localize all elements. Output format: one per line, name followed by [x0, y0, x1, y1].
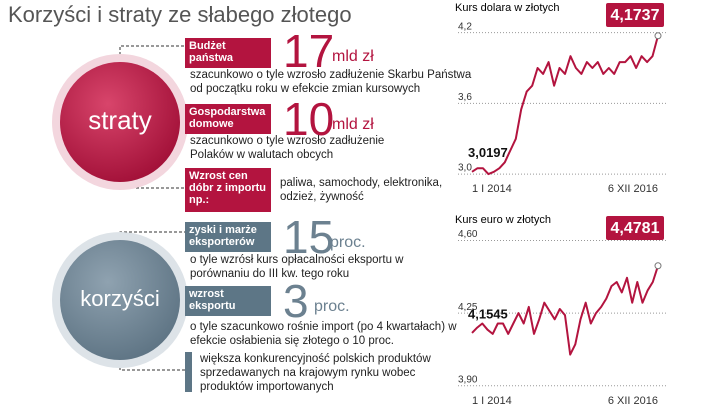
y-tick-label: 4,60	[458, 229, 478, 240]
tag: Gospodarstwa domowe	[185, 104, 271, 134]
tag: wzrost eksportu	[185, 286, 271, 316]
chart-title: Kurs euro w złotych	[455, 214, 551, 226]
x-tick-label: 6 XII 2016	[608, 183, 658, 195]
y-tick-label: 3,6	[458, 92, 472, 103]
unit: proc.	[330, 234, 366, 251]
x-tick-label: 6 XII 2016	[608, 395, 658, 405]
y-tick-label: 4,2	[458, 21, 472, 32]
line	[471, 35, 659, 176]
description: większa konkurencyjność polskich produkt…	[200, 353, 431, 393]
value-label: 3,0197	[468, 145, 508, 160]
big-number: 3	[283, 275, 309, 327]
unit: proc.	[314, 298, 350, 315]
value-label: 4,1737	[611, 7, 660, 24]
circle-label: straty	[88, 105, 152, 135]
end-point	[654, 262, 662, 270]
title: Korzyści i straty ze słabego złotego	[8, 2, 352, 27]
line	[471, 265, 659, 356]
description: szacunkowo o tyle wzrosło zadłużenie Ska…	[190, 69, 472, 95]
korzysci-circle	[60, 240, 180, 360]
chart-title: Kurs dolara w złotych	[455, 2, 560, 14]
tag: Wzrost cen dóbr z importu np.:	[185, 168, 271, 212]
description: szacunkowo o tyle wzrosło zadłużenie Pol…	[190, 135, 385, 161]
label-box	[606, 216, 664, 240]
y-tick-label: 3,0	[458, 163, 472, 174]
circle-label: korzyści	[80, 286, 159, 311]
big-number: 15	[283, 211, 335, 263]
unit: mld zł	[332, 48, 374, 65]
tag: zyski i marże eksporterów	[185, 222, 271, 252]
value-label: 4,1545	[468, 306, 508, 321]
y-tick-label: 3,90	[458, 374, 478, 385]
value-label: 4,4781	[611, 220, 660, 237]
description: o tyle szacunkowo rośnie import (po 4 kw…	[190, 321, 457, 347]
tag: Budżet państwa	[185, 38, 271, 68]
big-number: 10	[283, 93, 335, 145]
y-tick-label: 4,25	[458, 302, 478, 313]
description: paliwa, samochody, elektronika, odzież, …	[280, 177, 443, 203]
unit: mld zł	[332, 116, 374, 133]
label-box	[606, 3, 664, 27]
x-tick-label: 1 I 2014	[472, 395, 512, 405]
x-tick-label: 1 I 2014	[472, 183, 512, 195]
marker-bar	[185, 352, 192, 392]
end-point	[654, 32, 662, 40]
straty-circle	[60, 62, 180, 182]
description: o tyle wzrósł kurs opłacalności eksportu…	[190, 254, 404, 280]
big-number: 17	[283, 25, 335, 77]
